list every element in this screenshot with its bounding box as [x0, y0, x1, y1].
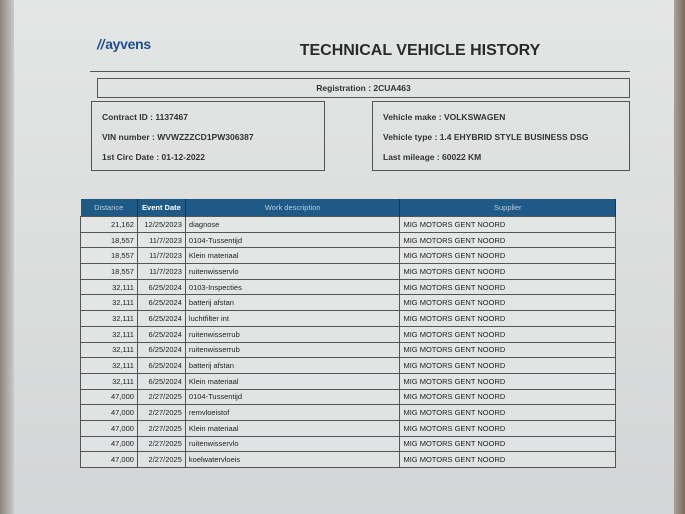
- table-row: 32,111 6/25/2024 Klein materiaal MIG MOTORS…: [80, 372, 616, 390]
- column-header: Supplier: [399, 199, 616, 217]
- column-header: Distance: [80, 199, 138, 217]
- date-cell: 6/25/2024: [136, 325, 186, 343]
- date-cell: 2/27/2025: [136, 419, 186, 437]
- date-cell: 6/25/2024: [136, 310, 186, 327]
- table-row: 21,162 12/25/2023 diagnose MIG MOTORS GENT …: [80, 216, 616, 233]
- distance-cell: 32,111: [80, 325, 138, 343]
- page-title: TECHNICAL VEHICLE HISTORY: [299, 42, 541, 59]
- distance-cell: 32,111: [80, 341, 138, 359]
- distance-cell: 32,111: [80, 357, 138, 374]
- date-cell: 6/25/2024: [136, 372, 186, 390]
- first-circ-date: 1st Circ Date : 01-12-2022: [102, 152, 206, 162]
- work-description-cell: Klein materiaal: [184, 372, 401, 390]
- supplier-cell: MIG MOTORS GENT NOORD: [399, 404, 616, 421]
- supplier-cell: MIG MOTORS GENT NOORD: [399, 247, 616, 265]
- table-row: 47,000 2/27/2025 remvloeistof MIG MOTORS GE…: [80, 404, 616, 421]
- supplier-cell: MIG MOTORS GENT NOORD: [399, 294, 616, 312]
- table-row: 47,000 2/27/2025 0104-Tussentijd MIG MOTORS…: [80, 388, 616, 406]
- logo-mark-icon: //: [97, 36, 105, 52]
- work-description-cell: remvloeistof: [184, 404, 401, 421]
- table-row: 18,557 11/7/2023 ruitenwisservlo MIG MOTORS…: [80, 263, 616, 280]
- date-cell: 2/27/2025: [136, 451, 186, 468]
- table-row: 32,111 6/25/2024 0103-Inspecties MIG MOTORS…: [80, 278, 616, 296]
- supplier-cell: MIG MOTORS GENT NOORD: [399, 310, 616, 327]
- work-description-cell: 0103-Inspecties: [184, 278, 401, 296]
- vin-number: VIN number : WVWZZZCD1PW306387: [102, 132, 254, 142]
- last-mileage: Last mileage : 60022 KM: [383, 152, 482, 162]
- divider: [90, 71, 630, 72]
- table-row: 18,557 11/7/2023 0104-Tussentijd MIG MOTORS…: [80, 231, 616, 249]
- date-cell: 2/27/2025: [136, 435, 186, 453]
- work-description-cell: ruitenwisserrub: [184, 341, 401, 359]
- table-row: 32,111 6/25/2024 batterij afstan MIG MOTORS…: [80, 294, 616, 312]
- date-cell: 11/7/2023: [136, 231, 186, 249]
- supplier-cell: MIG MOTORS GENT NOORD: [399, 372, 616, 390]
- date-cell: 2/27/2025: [136, 404, 186, 421]
- distance-cell: 47,000: [80, 419, 138, 437]
- column-header: Event Date: [137, 199, 186, 217]
- vehicle-make: Vehicle make : VOLKSWAGEN: [383, 112, 506, 122]
- supplier-cell: MIG MOTORS GENT NOORD: [399, 435, 616, 453]
- supplier-cell: MIG MOTORS GENT NOORD: [399, 231, 616, 249]
- distance-cell: 47,000: [80, 404, 138, 421]
- date-cell: 6/25/2024: [136, 357, 186, 374]
- work-description-cell: batterij afstan: [184, 294, 401, 312]
- distance-cell: 18,557: [80, 247, 138, 265]
- distance-cell: 32,111: [80, 310, 138, 327]
- vehicle-info-box: Vehicle make : VOLKSWAGEN Vehicle type :…: [372, 101, 630, 171]
- table-row: 32,111 6/25/2024 ruitenwisserrub MIG MOTORS…: [80, 341, 616, 359]
- table-row: 47,000 2/27/2025 Klein materiaal MIG MOTORS…: [80, 419, 616, 437]
- distance-cell: 32,111: [80, 294, 138, 312]
- supplier-cell: MIG MOTORS GENT NOORD: [399, 357, 616, 374]
- contract-id: Contract ID : 1137467: [102, 112, 188, 122]
- table-row: 47,000 2/27/2025 ruitenwisservlo MIG MOTORS…: [80, 435, 616, 453]
- work-description-cell: ruitenwisserrub: [184, 325, 401, 343]
- date-cell: 6/25/2024: [136, 341, 186, 359]
- date-cell: 11/7/2023: [136, 247, 186, 265]
- ayvens-logo: //ayvens: [97, 36, 151, 52]
- distance-cell: 32,111: [80, 372, 138, 390]
- work-description-cell: 0104-Tussentijd: [184, 231, 401, 249]
- registration-box: Registration : 2CUA463: [97, 78, 630, 98]
- distance-cell: 18,557: [80, 263, 138, 280]
- distance-cell: 21,162: [80, 216, 138, 233]
- table-row: 32,111 6/25/2024 batterij afstan MIG MOTORS…: [80, 357, 616, 374]
- work-description-cell: Klein materiaal: [184, 247, 401, 265]
- work-description-cell: ruitenwisservlo: [184, 435, 401, 453]
- supplier-cell: MIG MOTORS GENT NOORD: [399, 325, 616, 343]
- work-description-cell: koelwatervloeis: [184, 451, 401, 468]
- distance-cell: 47,000: [80, 451, 138, 468]
- contract-info-box: Contract ID : 1137467 VIN number : WVWZZ…: [91, 101, 325, 171]
- column-header: Work description: [185, 199, 401, 217]
- supplier-cell: MIG MOTORS GENT NOORD: [399, 263, 616, 280]
- logo-text: ayvens: [105, 36, 151, 52]
- vehicle-type: Vehicle type : 1.4 EHYBRID STYLE BUSINES…: [383, 132, 589, 142]
- supplier-cell: MIG MOTORS GENT NOORD: [399, 216, 616, 233]
- work-description-cell: diagnose: [184, 216, 401, 233]
- supplier-cell: MIG MOTORS GENT NOORD: [399, 278, 616, 296]
- supplier-cell: MIG MOTORS GENT NOORD: [399, 388, 616, 406]
- work-description-cell: luchtfilter int: [184, 310, 401, 327]
- table-row: 18,557 11/7/2023 Klein materiaal MIG MOTORS…: [80, 247, 616, 265]
- work-description-cell: ruitenwisservlo: [184, 263, 401, 280]
- table-row: 32,111 6/25/2024 ruitenwisserrub MIG MOTORS…: [80, 325, 616, 343]
- table-row: 32,111 6/25/2024 luchtfilter int MIG MOTORS…: [80, 310, 616, 327]
- distance-cell: 32,111: [80, 278, 138, 296]
- supplier-cell: MIG MOTORS GENT NOORD: [399, 341, 616, 359]
- date-cell: 12/25/2023: [136, 216, 186, 233]
- supplier-cell: MIG MOTORS GENT NOORD: [399, 419, 616, 437]
- date-cell: 6/25/2024: [136, 294, 186, 312]
- date-cell: 6/25/2024: [136, 278, 186, 296]
- distance-cell: 47,000: [80, 435, 138, 453]
- date-cell: 2/27/2025: [136, 388, 186, 406]
- distance-cell: 47,000: [80, 388, 138, 406]
- history-table: Distance Event Date Work description Suppli…: [80, 199, 616, 468]
- work-description-cell: batterij afstan: [184, 357, 401, 374]
- supplier-cell: MIG MOTORS GENT NOORD: [399, 451, 616, 468]
- distance-cell: 18,557: [80, 231, 138, 249]
- date-cell: 11/7/2023: [136, 263, 186, 280]
- work-description-cell: 0104-Tussentijd: [184, 388, 401, 406]
- table-row: 47,000 2/27/2025 koelwatervloeis MIG MOTORS…: [80, 451, 616, 468]
- work-description-cell: Klein materiaal: [184, 419, 401, 437]
